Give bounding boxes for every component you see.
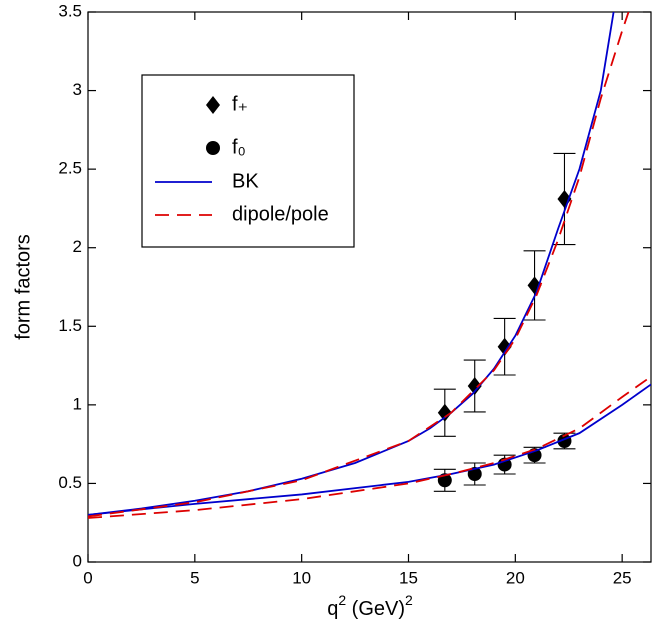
marker [497,457,512,472]
y-tick-label: 0.5 [58,473,82,492]
x-axis-label: q2 (GeV)2 [327,592,413,621]
plot-frame [87,11,652,563]
marker [206,96,220,114]
curve [88,383,651,516]
legend-label: f₀ [232,136,246,158]
y-tick-label: 3.5 [58,1,82,20]
marker [437,403,452,422]
x-label-part: q [327,598,338,620]
curve [88,375,651,519]
y-tick-label: 2.5 [58,159,82,178]
x-tick-label: 0 [83,568,92,587]
legend-label: BK [232,170,259,192]
x-label-part: (GeV) [346,598,405,620]
y-tick-label: 1 [73,394,82,413]
x-label-part: 2 [338,592,346,608]
marker [467,377,482,395]
y-tick-label: 1.5 [58,316,82,335]
x-tick-label: 5 [190,568,199,587]
y-axis-label: form factors [12,234,34,340]
y-tick-label: 0 [73,551,82,570]
y-tick-label: 2 [73,237,82,256]
legend-label: f₊ [232,93,248,115]
marker [206,141,220,155]
plot-area [88,12,651,519]
x-label-part: 2 [405,592,413,608]
curve [88,12,630,518]
marker [497,337,512,356]
y-tick-label: 3 [73,80,82,99]
x-tick-label: 25 [613,568,632,587]
x-tick-label: 15 [399,568,418,587]
legend-box [141,74,355,248]
x-tick-label: 10 [292,568,311,587]
legend-label: dipole/pole [232,203,329,225]
x-tick-label: 20 [506,568,525,587]
